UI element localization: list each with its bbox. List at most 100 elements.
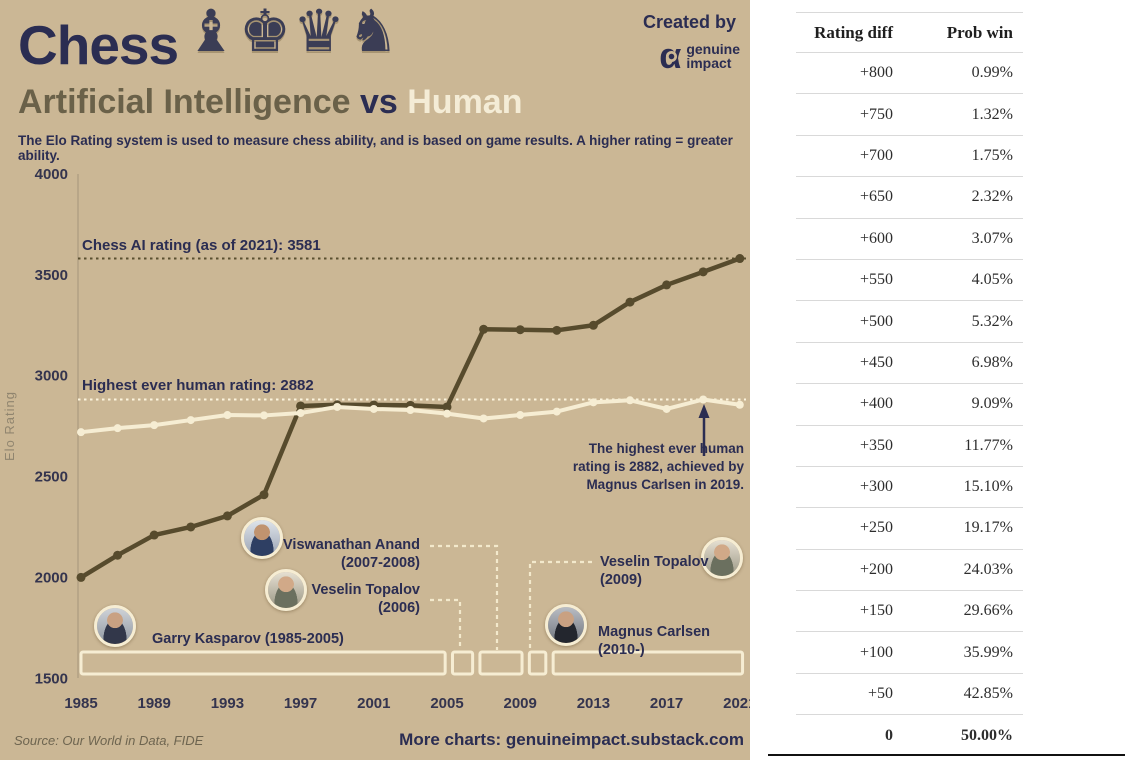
prob-win-cell: 19.17% xyxy=(963,519,1013,537)
table-row: +600 3.07% xyxy=(796,218,1023,260)
topalov-2009-avatar xyxy=(701,537,743,579)
prob-win-cell: 11.77% xyxy=(964,436,1013,454)
chess-pieces-icon: ♝♚♛♞ xyxy=(185,0,401,65)
highest-human-note: The highest ever human rating is 2882, a… xyxy=(572,441,744,492)
tagline: The Elo Rating system is used to measure… xyxy=(18,133,733,163)
rating-diff-cell: +800 xyxy=(859,64,893,82)
created-by-label: Created by xyxy=(642,12,736,32)
table-row: +200 24.03% xyxy=(796,549,1023,591)
prob-win-cell: 0.99% xyxy=(971,64,1013,82)
table-row: +300 15.10% xyxy=(796,466,1023,508)
topalov-2006-label: Veselin Topalov (2006) xyxy=(311,582,420,616)
table-header-row: Rating diff Prob win xyxy=(796,12,1023,53)
rating-diff-cell: +600 xyxy=(859,229,893,247)
table-row: +750 1.32% xyxy=(796,94,1023,136)
table-row: +450 6.98% xyxy=(796,342,1023,384)
prob-win-cell: 5.32% xyxy=(971,312,1013,330)
table-row: +50 42.85% xyxy=(796,673,1023,715)
svg-text:4000: 4000 xyxy=(35,166,68,183)
svg-text:3500: 3500 xyxy=(35,267,68,284)
rating-diff-cell: +50 xyxy=(867,685,893,703)
table-row: 0 50.00% xyxy=(796,715,1023,756)
svg-text:2013: 2013 xyxy=(577,695,610,712)
rating-diff-cell: +150 xyxy=(859,602,893,620)
source-credit: Source: Our World in Data, FIDE xyxy=(14,733,204,748)
svg-text:1500: 1500 xyxy=(35,670,68,687)
prob-win-cell: 6.98% xyxy=(971,353,1013,371)
svg-text:2017: 2017 xyxy=(650,695,683,712)
rating-diff-header: Rating diff xyxy=(814,22,893,42)
prob-win-cell: 15.10% xyxy=(963,478,1013,496)
prob-win-cell: 3.07% xyxy=(971,229,1013,247)
rating-diff-cell: +450 xyxy=(859,353,893,371)
prob-win-cell: 24.03% xyxy=(963,560,1013,578)
topalov-2006-avatar xyxy=(265,569,307,611)
rating-diff-cell: +300 xyxy=(859,478,893,496)
infographic-panel: 4000 3500 3000 2500 2000 1500 1985 1989 1993 1997… xyxy=(0,0,750,760)
table-row: +400 9.09% xyxy=(796,384,1023,426)
kasparov-label: Garry Kasparov (1985-2005) xyxy=(152,631,344,647)
svg-text:2500: 2500 xyxy=(35,469,68,486)
prob-win-cell: 50.00% xyxy=(961,726,1013,744)
svg-text:Elo Rating: Elo Rating xyxy=(2,391,17,461)
topalov-2009-label: Veselin Topalov (2009) xyxy=(600,554,709,588)
svg-text:1993: 1993 xyxy=(211,695,244,712)
rating-diff-cell: +750 xyxy=(859,105,893,123)
prob-win-cell: 1.75% xyxy=(971,146,1013,164)
svg-text:3000: 3000 xyxy=(35,368,68,385)
svg-text:2009: 2009 xyxy=(504,695,537,712)
human-rating-annotation: Highest ever human rating: 2882 xyxy=(82,377,314,394)
rating-diff-cell: +700 xyxy=(859,146,893,164)
more-charts-link[interactable]: More charts: genuineimpact.substack.com xyxy=(399,730,744,749)
prob-win-cell: 42.85% xyxy=(963,685,1013,703)
prob-win-cell: 1.32% xyxy=(971,105,1013,123)
svg-text:1989: 1989 xyxy=(138,695,171,712)
table-row: +800 0.99% xyxy=(796,53,1023,94)
ai-rating-annotation: Chess AI rating (as of 2021): 3581 xyxy=(82,237,321,254)
table-row: +500 5.32% xyxy=(796,301,1023,343)
kasparov-avatar xyxy=(94,605,136,647)
prob-win-cell: 29.66% xyxy=(963,602,1013,620)
rating-diff-cell: +650 xyxy=(859,188,893,206)
page-title: Chess xyxy=(18,14,179,76)
rating-diff-cell: +250 xyxy=(859,519,893,537)
carlsen-avatar xyxy=(545,604,587,646)
rating-probability-table: Rating diff Prob win +800 0.99% +750 1.32% +… xyxy=(796,12,1023,756)
table-row: +100 35.99% xyxy=(796,632,1023,674)
brand-name: genuine impact xyxy=(686,41,740,71)
table-row: +550 4.05% xyxy=(796,259,1023,301)
svg-text:2000: 2000 xyxy=(35,569,68,586)
rating-diff-cell: +400 xyxy=(859,395,893,413)
table-row: +350 11.77% xyxy=(796,425,1023,467)
rating-diff-cell: +550 xyxy=(859,271,893,289)
chart-subtitle: Artificial Intelligence vs Human xyxy=(18,83,523,121)
genuine-impact-logo: α genuine impact xyxy=(659,38,740,74)
table-row: +650 2.32% xyxy=(796,177,1023,219)
rating-diff-cell: +500 xyxy=(859,312,893,330)
svg-text:1997: 1997 xyxy=(284,695,317,712)
anand-avatar xyxy=(241,517,283,559)
table-row: +150 29.66% xyxy=(796,591,1023,632)
probability-table-panel: Rating diff Prob win +800 0.99% +750 1.32% +… xyxy=(750,0,1129,760)
prob-win-cell: 35.99% xyxy=(963,643,1013,661)
svg-text:1985: 1985 xyxy=(64,695,97,712)
anand-label: Viswanathan Anand (2007-2008) xyxy=(283,537,420,571)
svg-text:2021: 2021 xyxy=(723,695,750,712)
elo-rating-chart: 4000 3500 3000 2500 2000 1500 1985 1989 1993 1997… xyxy=(2,166,750,712)
table-row: +250 19.17% xyxy=(796,508,1023,550)
rating-diff-cell: +200 xyxy=(859,560,893,578)
rating-diff-cell: 0 xyxy=(885,726,893,744)
svg-text:2005: 2005 xyxy=(430,695,463,712)
prob-win-cell: 9.09% xyxy=(971,395,1013,413)
prob-win-cell: 4.05% xyxy=(971,271,1013,289)
prob-win-header: Prob win xyxy=(946,22,1013,42)
table-row: +700 1.75% xyxy=(796,135,1023,177)
table-bottom-border xyxy=(768,754,1125,756)
carlsen-label: Magnus Carlsen (2010-) xyxy=(598,624,710,658)
alpha-eye-icon: α xyxy=(659,38,681,74)
prob-win-cell: 2.32% xyxy=(971,188,1013,206)
svg-text:2001: 2001 xyxy=(357,695,390,712)
rating-diff-cell: +350 xyxy=(859,436,893,454)
rating-diff-cell: +100 xyxy=(859,643,893,661)
